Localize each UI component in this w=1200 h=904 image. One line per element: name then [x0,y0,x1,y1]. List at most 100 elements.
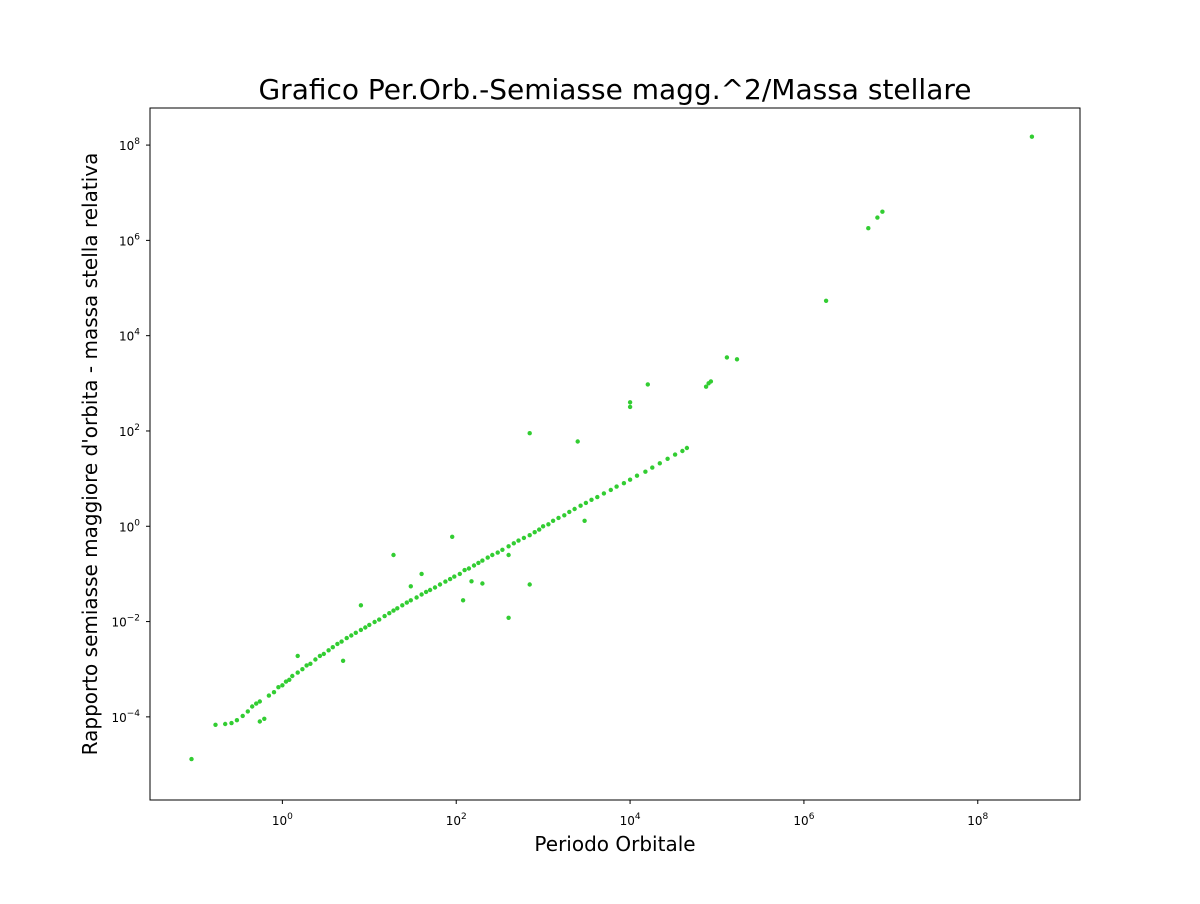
data-point [262,716,267,721]
data-point [213,722,218,727]
data-point [516,538,521,543]
data-point [462,567,467,573]
data-point [363,625,368,630]
data-point [304,663,309,668]
data-point [480,558,485,563]
data-point [257,699,262,704]
data-point [387,611,392,616]
data-point [506,615,511,620]
data-point [866,226,871,231]
tick-label-exponent: −2 [127,614,140,624]
tick-label: 106 [793,812,814,828]
plot-area-frame [149,107,1081,801]
data-points [189,134,1035,762]
data-point [495,550,500,555]
data-point [391,608,396,613]
data-point [532,530,537,535]
data-point [229,720,234,726]
data-point [395,606,400,611]
data-point [521,535,527,541]
data-point [349,633,354,638]
data-point [408,584,413,589]
data-point [340,658,346,663]
data-point [423,589,429,595]
tick-label-exponent: 0 [134,518,140,528]
data-point [245,709,250,714]
data-point [326,648,331,653]
data-point [724,355,730,360]
tick-label-base: 10 [446,814,461,828]
data-point [471,563,477,568]
tick-label-exponent: −4 [127,709,141,719]
data-point [506,544,511,549]
data-point [546,522,551,527]
data-point [377,617,382,622]
data-point [443,579,448,584]
data-point [287,677,292,682]
data-point [650,465,655,470]
tick-label-base: 10 [967,814,982,828]
data-point [485,555,490,560]
data-point [457,571,462,577]
data-point [575,439,580,444]
tick-label: 10−4 [111,709,140,725]
data-point [447,576,453,582]
tick-label-exponent: 2 [461,812,467,822]
tick-label-exponent: 6 [809,812,815,822]
data-point [703,384,709,389]
data-point [595,494,600,500]
data-point [313,657,318,662]
data-point [880,209,885,214]
data-point [290,673,295,679]
data-point [367,622,372,628]
tick-label-base: 10 [119,234,134,248]
data-point [562,513,567,518]
tick-label-exponent: 8 [983,812,989,822]
data-point [372,619,377,625]
data-point [627,404,633,410]
data-point [452,574,457,579]
data-point [335,641,340,647]
data-point [875,215,880,220]
data-point [404,600,409,605]
data-point [556,515,561,521]
tick-label: 104 [620,812,641,828]
tick-label: 10−2 [111,614,140,630]
data-point [400,603,405,608]
data-point [1029,134,1035,139]
tick-label-exponent: 8 [134,137,140,147]
data-point [321,651,326,657]
data-point [601,491,607,496]
data-point [295,670,300,675]
data-point [450,534,455,539]
data-point [358,627,364,633]
tick-label-exponent: 6 [134,232,140,242]
data-point [189,756,194,762]
data-point [582,518,587,523]
data-point [271,690,277,695]
data-point [621,481,627,486]
data-point [550,518,556,523]
tick-label-base: 10 [119,520,134,534]
tick-label-exponent: 4 [635,812,641,822]
data-point [280,683,285,688]
tick-label-base: 10 [111,616,126,630]
data-point [419,571,424,577]
tick-label: 108 [119,137,140,153]
chart-title: Grafico Per.Orb.-Semiasse magg.^2/Massa … [258,73,971,106]
data-point [257,719,262,724]
data-point [469,579,474,584]
data-point [254,701,259,706]
data-point [317,653,323,659]
data-point [537,527,542,532]
tick-label-base: 10 [119,139,134,153]
data-point [645,382,650,387]
data-point [500,547,505,552]
data-point [684,445,690,451]
tick-label: 108 [967,812,988,828]
data-point [308,661,313,666]
data-point [540,524,546,529]
data-point [427,587,433,593]
tick-label: 104 [119,328,140,344]
